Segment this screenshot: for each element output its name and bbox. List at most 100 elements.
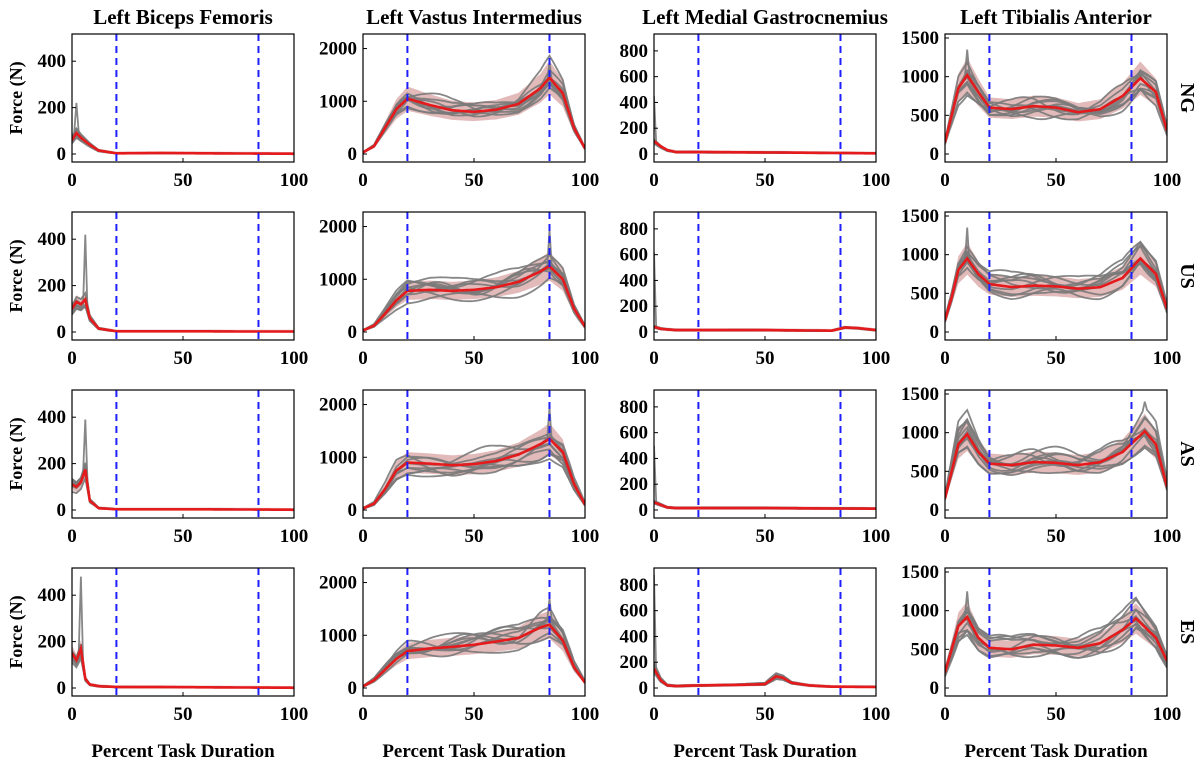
x-tick-label: 50 [756,526,775,547]
plot-area [363,229,585,332]
subject-trace [72,464,294,511]
y-tick-label: 0 [348,678,358,699]
y-tick-label: 400 [38,407,67,428]
subject-trace [72,304,294,333]
y-tick-label: 200 [38,632,67,653]
y-tick-label: 1500 [901,562,939,583]
subject-trace [72,298,294,333]
x-tick-label: 0 [940,170,950,191]
y-tick-label: 800 [620,41,649,62]
x-tick-label: 100 [571,170,600,191]
subject-trace [363,253,585,332]
y-tick-label: 0 [639,500,649,521]
x-tick-label: 50 [465,526,484,547]
y-tick-label: 400 [38,229,67,250]
x-tick-label: 100 [280,704,309,725]
subject-trace [363,631,585,688]
row-label: US [1176,263,1198,289]
y-tick-label: 0 [639,678,649,699]
subject-trace [72,463,294,511]
panel-as-0: 0 50 100 0 200 400 Force (N) [6,389,308,547]
subject-trace [654,445,876,510]
x-tick-label: 0 [649,704,659,725]
subject-trace [72,655,294,689]
y-axis-label: Force (N) [6,239,27,312]
plot-area [72,576,294,690]
x-tick-label: 0 [649,170,659,191]
y-tick-label: 2000 [319,573,357,594]
subject-trace [363,606,585,687]
subject-trace [72,468,294,511]
column-title: Left Tibialis Anterior [960,5,1152,29]
x-tick-label: 0 [67,170,77,191]
subject-trace [72,646,294,689]
x-tick-label: 50 [174,526,193,547]
plot-area [654,95,876,155]
y-tick-label: 1000 [901,601,939,622]
y-tick-label: 400 [620,92,649,113]
x-tick-label: 0 [67,348,77,369]
y-axis-label: Force (N) [6,417,27,490]
x-tick-label: 100 [571,526,600,547]
plot-area [945,227,1167,323]
subject-trace [72,304,294,333]
mean-trace [72,643,294,690]
axes-box [653,567,877,697]
x-tick-label: 50 [465,704,484,725]
plot-area [363,54,585,155]
plot-area [72,419,294,512]
subject-trace [72,290,294,333]
subject-trace [945,626,1167,677]
subject-trace [72,298,294,333]
y-tick-label: 200 [620,296,649,317]
x-tick-label: 50 [756,348,775,369]
y-tick-label: 1000 [901,67,939,88]
y-tick-label: 1500 [901,28,939,49]
x-tick-label: 0 [358,526,368,547]
x-tick-label: 100 [280,170,309,191]
panel-ng-2: 0 50 100 0 200 400 600 800 [620,33,890,191]
subject-trace [72,643,294,689]
mean-trace [654,325,876,332]
y-tick-label: 500 [911,283,940,304]
plot-area [654,252,876,332]
row-label: NG [1176,83,1198,113]
panel-es-2: 0 50 100 0 200 400 600 800 Percent Task Duration [620,567,890,762]
subject-trace [945,240,1167,321]
subject-trace [72,475,294,511]
subject-trace [945,622,1167,676]
y-axis-label: Force (N) [6,595,27,668]
x-tick-label: 0 [649,348,659,369]
plot-area [945,49,1167,145]
mean-trace [363,264,585,332]
x-tick-label: 50 [1047,348,1066,369]
y-tick-label: 1000 [901,423,939,444]
x-tick-label: 0 [358,170,368,191]
variability-band [945,242,1167,323]
mean-trace [363,437,585,510]
y-tick-label: 500 [911,639,940,660]
subject-trace [363,262,585,332]
subject-trace [72,465,294,511]
x-tick-label: 100 [862,526,891,547]
plot-area [654,445,876,510]
y-tick-label: 2000 [319,395,357,416]
x-tick-label: 50 [1047,170,1066,191]
subject-trace [72,297,294,333]
y-tick-label: 600 [620,67,649,88]
plot-area [72,102,294,156]
variability-band [72,639,294,688]
y-tick-label: 1000 [901,245,939,266]
mean-trace [72,468,294,512]
y-tick-label: 0 [348,322,358,343]
subject-trace [72,464,294,511]
subject-trace [363,625,585,688]
subject-trace [945,420,1167,496]
mean-trace [945,614,1167,673]
axes-box [653,33,877,163]
y-tick-label: 1000 [319,625,357,646]
subject-trace [654,252,876,332]
column-title: Left Vastus Intermedius [366,5,582,29]
